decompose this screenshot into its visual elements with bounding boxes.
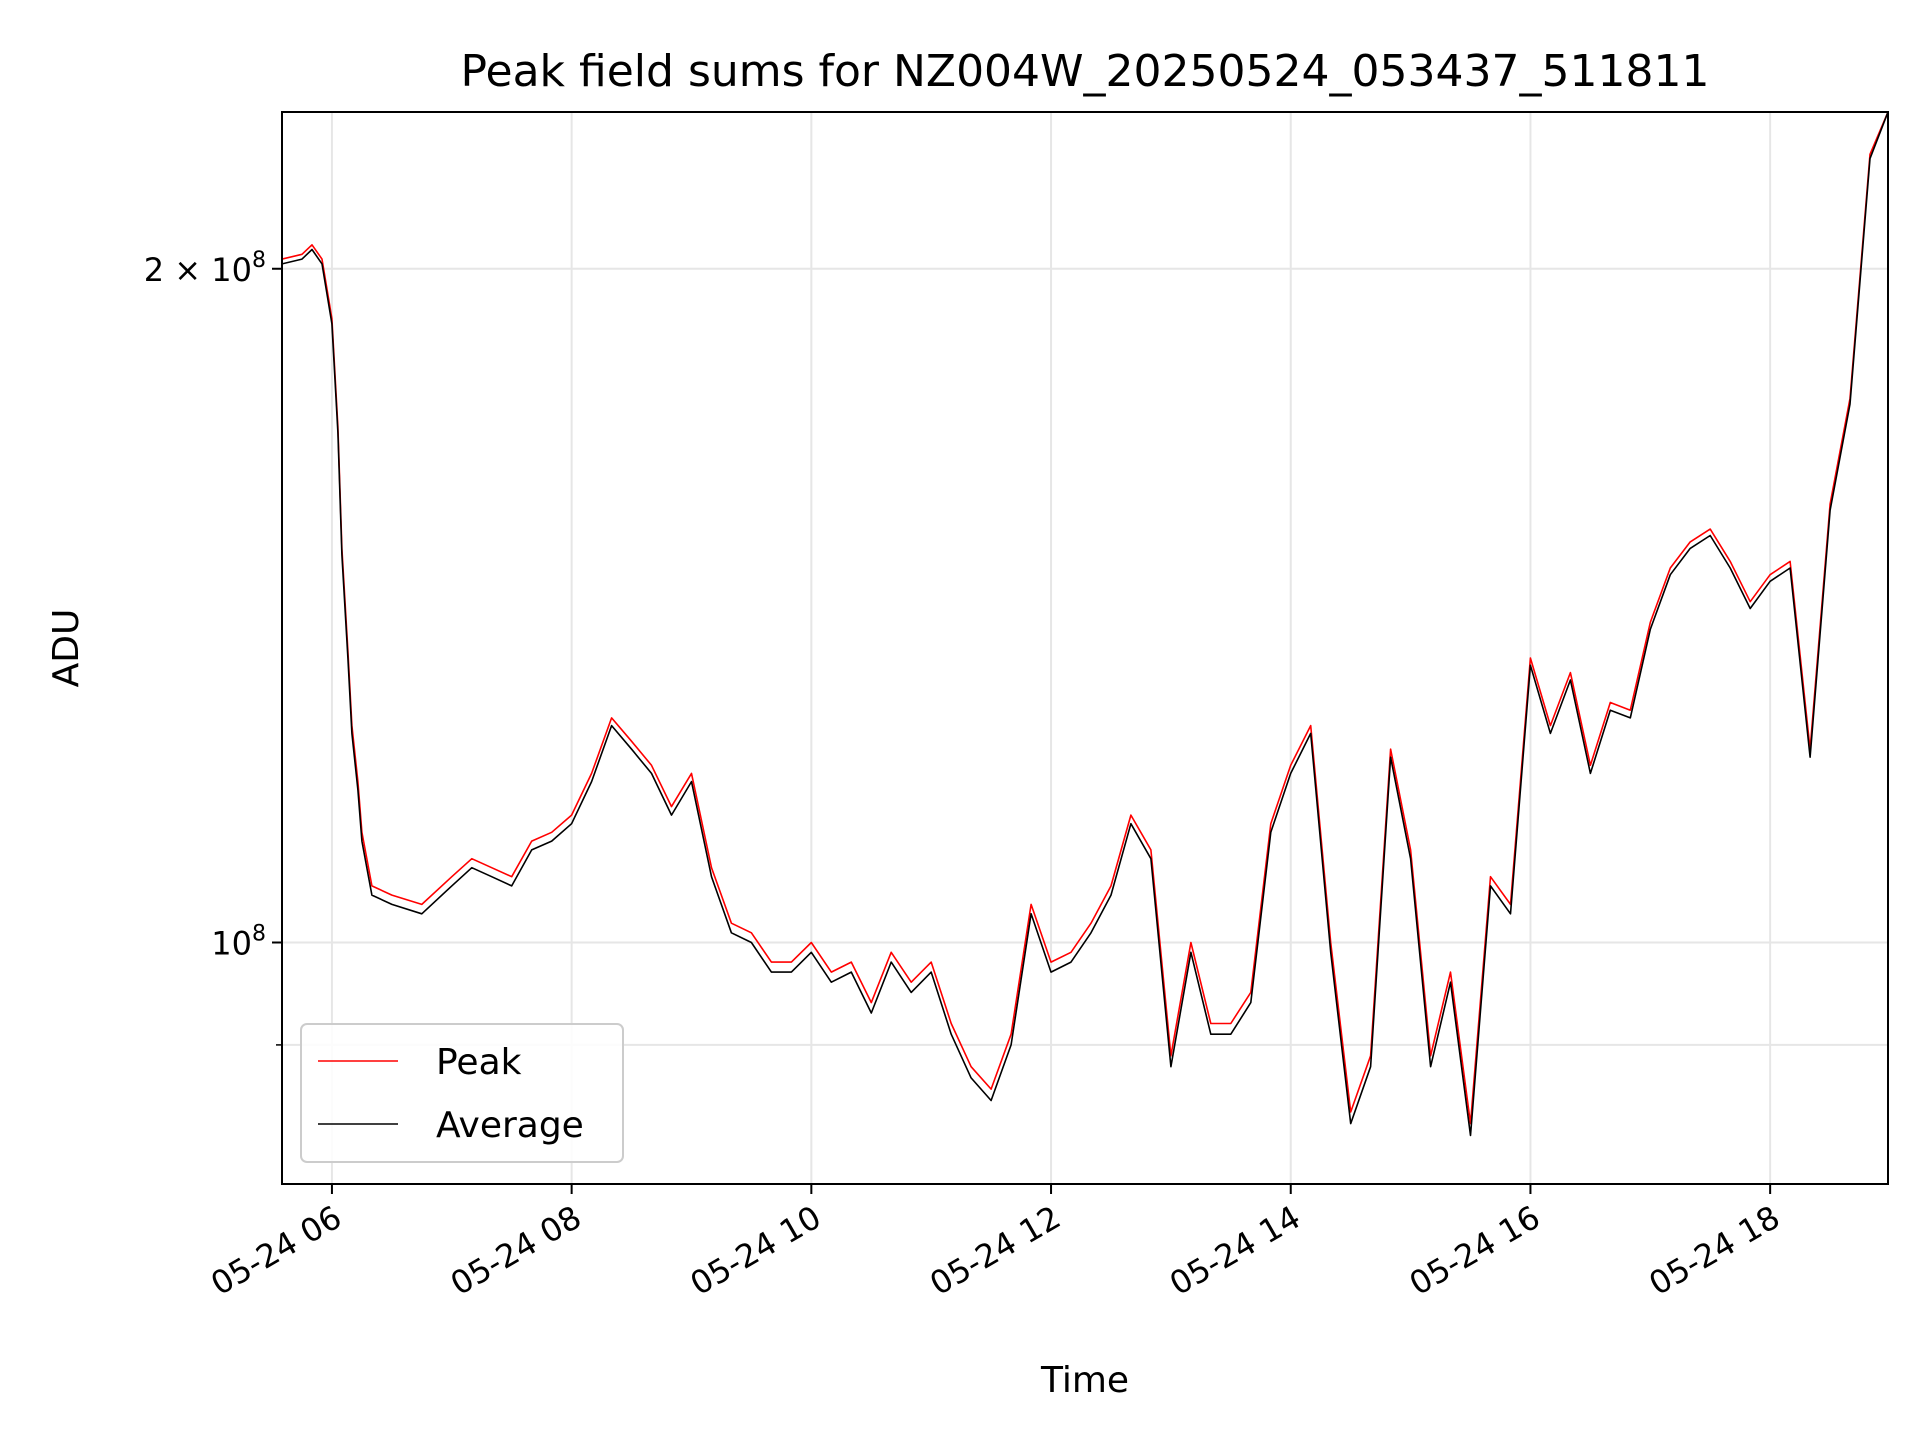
series-line-peak	[282, 112, 1888, 1125]
plot-lines	[282, 112, 1888, 1137]
legend-label-average: Average	[436, 1105, 584, 1146]
legend-box	[300, 1023, 624, 1163]
plot-frame	[281, 111, 1889, 1185]
y-tick-label: 2 × 108	[144, 248, 266, 289]
series-line-average	[282, 112, 1888, 1137]
grid	[282, 112, 1888, 1184]
x-axis-label: Time	[1040, 1360, 1129, 1401]
legend: Peak Average	[300, 1023, 624, 1163]
chart-title: Peak field sums for NZ004W_20250524_0534…	[461, 46, 1710, 97]
legend-label-peak: Peak	[436, 1042, 522, 1083]
y-axis-label: ADU	[46, 609, 87, 688]
